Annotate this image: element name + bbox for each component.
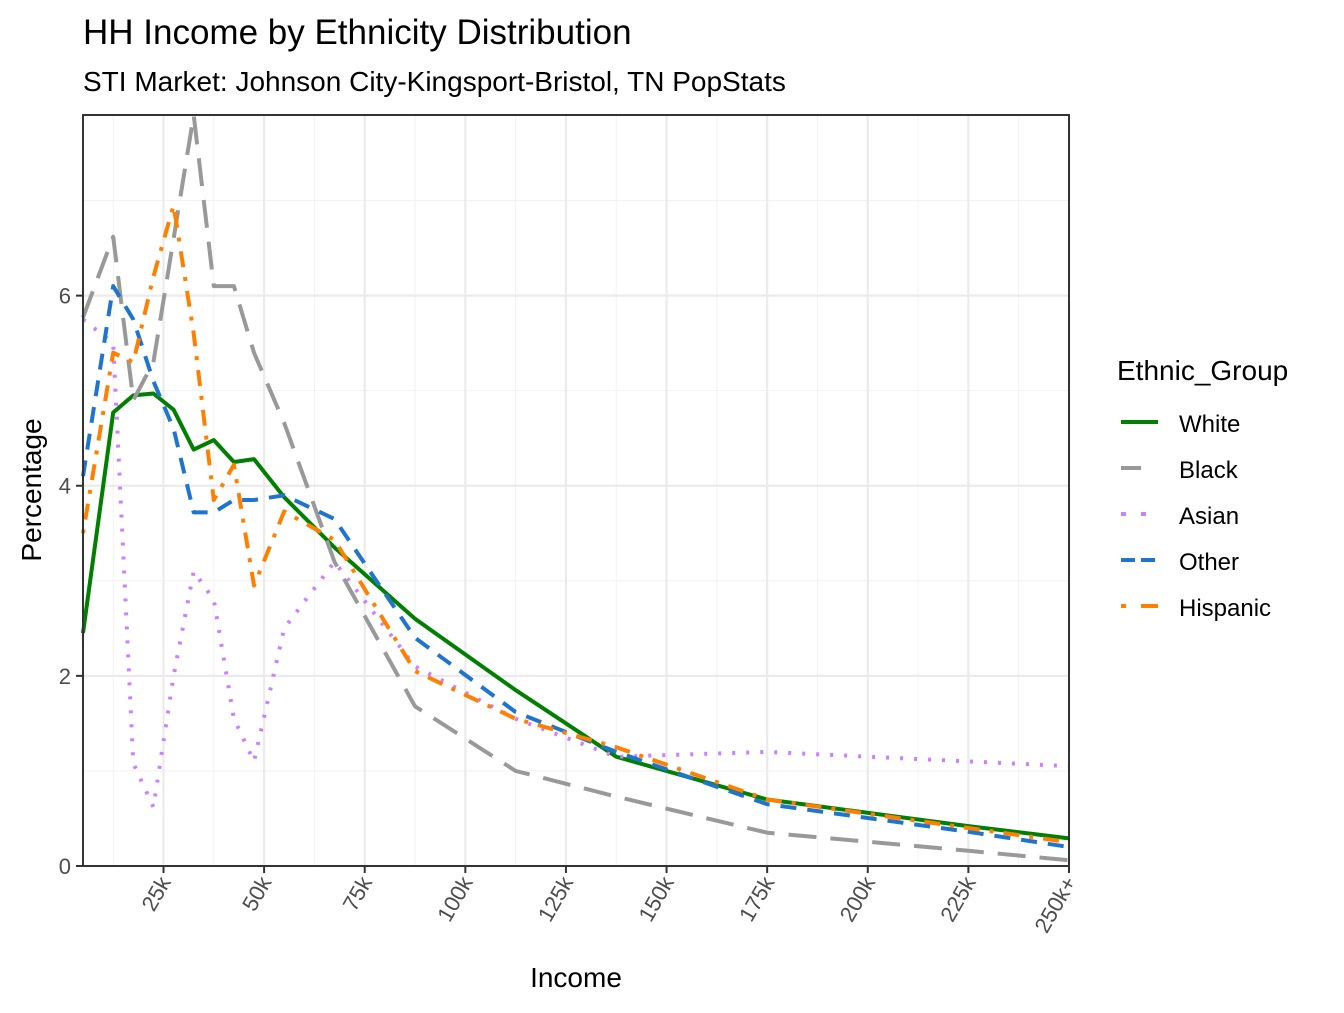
series-line-asian xyxy=(81,317,1070,810)
chart-subtitle: STI Market: Johnson City-Kingsport-Brist… xyxy=(83,66,786,97)
y-tick-label: 6 xyxy=(59,284,71,309)
minor-gridlines xyxy=(83,115,1069,866)
legend-label: Hispanic xyxy=(1179,595,1271,622)
series-line-black xyxy=(81,113,1070,863)
x-tick-label: 125k xyxy=(533,871,579,926)
legend-label: Black xyxy=(1179,457,1239,484)
x-tick-label: 75k xyxy=(338,871,378,915)
y-tick-label: 0 xyxy=(59,854,71,879)
x-tick-label: 250k+ xyxy=(1029,872,1081,937)
legend-label: Other xyxy=(1179,549,1239,576)
x-axis-label: Income xyxy=(530,962,622,993)
x-tick-label: 200k xyxy=(835,871,881,926)
x-tick-label: 175k xyxy=(734,871,780,926)
series-line-other xyxy=(81,284,1070,849)
x-tick-label: 50k xyxy=(237,871,277,915)
x-tick-label: 25k xyxy=(136,871,176,915)
y-tick-label: 4 xyxy=(59,474,71,499)
major-gridlines xyxy=(83,115,1071,868)
series-lines xyxy=(81,113,1070,863)
legend: Ethnic_Group White Black Asian Other Hispani… xyxy=(1117,355,1288,622)
x-axis-ticks: 25k 50k 75k 100k 125k 150k 175k 200k 225k 250k+ xyxy=(136,866,1081,937)
legend-title: Ethnic_Group xyxy=(1117,355,1288,386)
chart-title: HH Income by Ethnicity Distribution xyxy=(83,13,632,52)
series-line-white xyxy=(81,391,1070,841)
plot-panel-border xyxy=(82,114,1070,867)
y-axis-label: Percentage xyxy=(16,418,47,561)
x-tick-label: 225k xyxy=(935,871,981,926)
x-tick-label: 150k xyxy=(633,871,679,926)
y-tick-label: 2 xyxy=(59,664,71,689)
series-line-hispanic xyxy=(81,203,1070,845)
x-tick-label: 100k xyxy=(432,871,478,926)
legend-label: Asian xyxy=(1179,503,1239,530)
legend-label: White xyxy=(1179,411,1240,438)
y-axis-ticks: 0 2 4 6 xyxy=(59,284,83,879)
